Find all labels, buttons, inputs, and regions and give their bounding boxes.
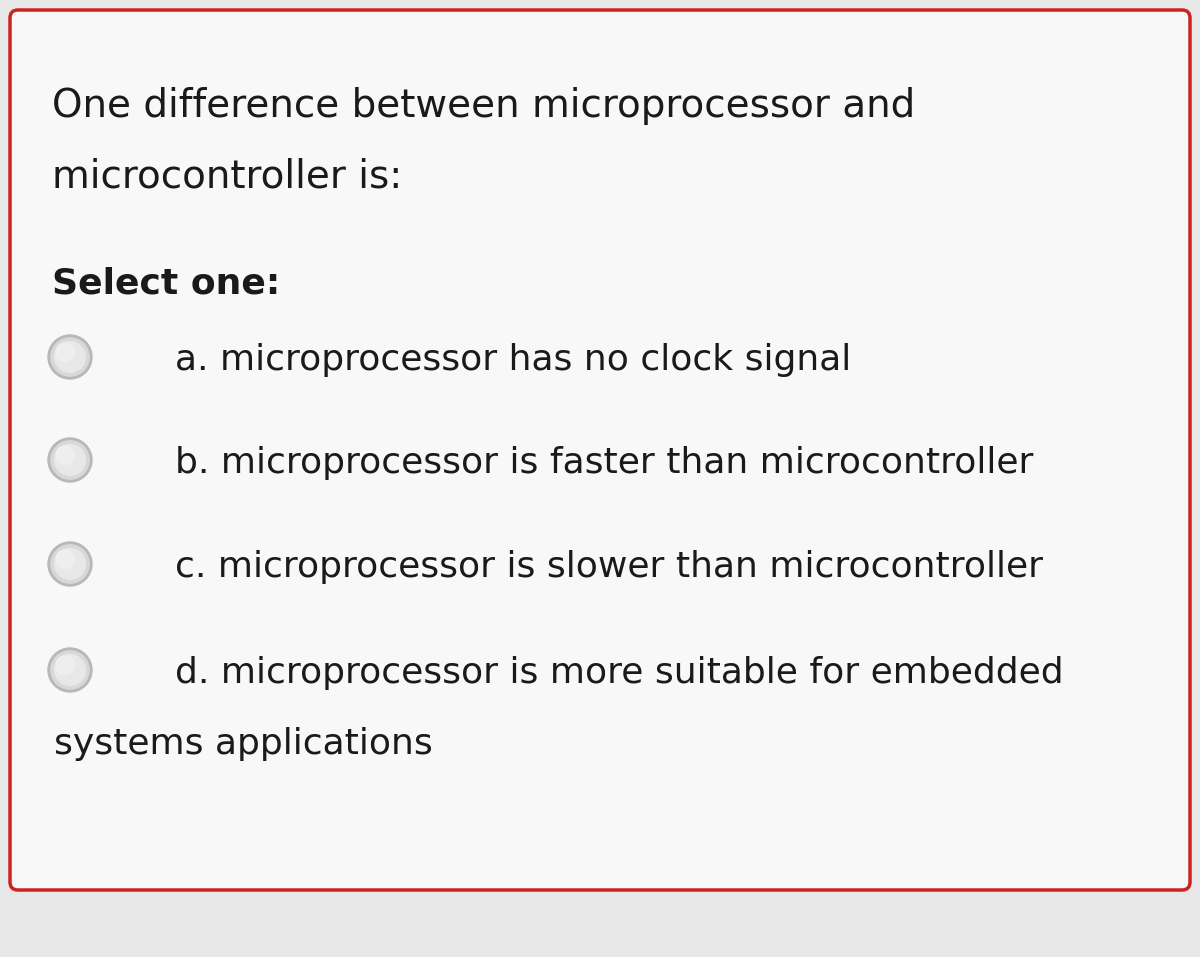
Circle shape [55,342,85,372]
Circle shape [56,550,74,568]
Circle shape [50,651,89,689]
Text: microcontroller is:: microcontroller is: [52,157,402,195]
Circle shape [55,445,85,476]
FancyBboxPatch shape [10,10,1190,890]
Text: c. microprocessor is slower than microcontroller: c. microprocessor is slower than microco… [175,550,1043,584]
Circle shape [48,438,92,482]
Circle shape [55,548,85,579]
Circle shape [56,343,74,362]
Circle shape [48,648,92,692]
Circle shape [56,656,74,675]
Text: Select one:: Select one: [52,267,281,301]
Circle shape [50,545,89,583]
Text: One difference between microprocessor and: One difference between microprocessor an… [52,87,916,125]
Circle shape [56,446,74,464]
Circle shape [50,441,89,479]
Text: systems applications: systems applications [54,727,433,761]
Text: a. microprocessor has no clock signal: a. microprocessor has no clock signal [175,343,851,377]
Text: b. microprocessor is faster than microcontroller: b. microprocessor is faster than microco… [175,446,1033,480]
Circle shape [50,338,89,376]
Circle shape [48,335,92,379]
Circle shape [48,542,92,586]
Text: d. microprocessor is more suitable for embedded: d. microprocessor is more suitable for e… [175,656,1063,690]
Circle shape [55,655,85,685]
